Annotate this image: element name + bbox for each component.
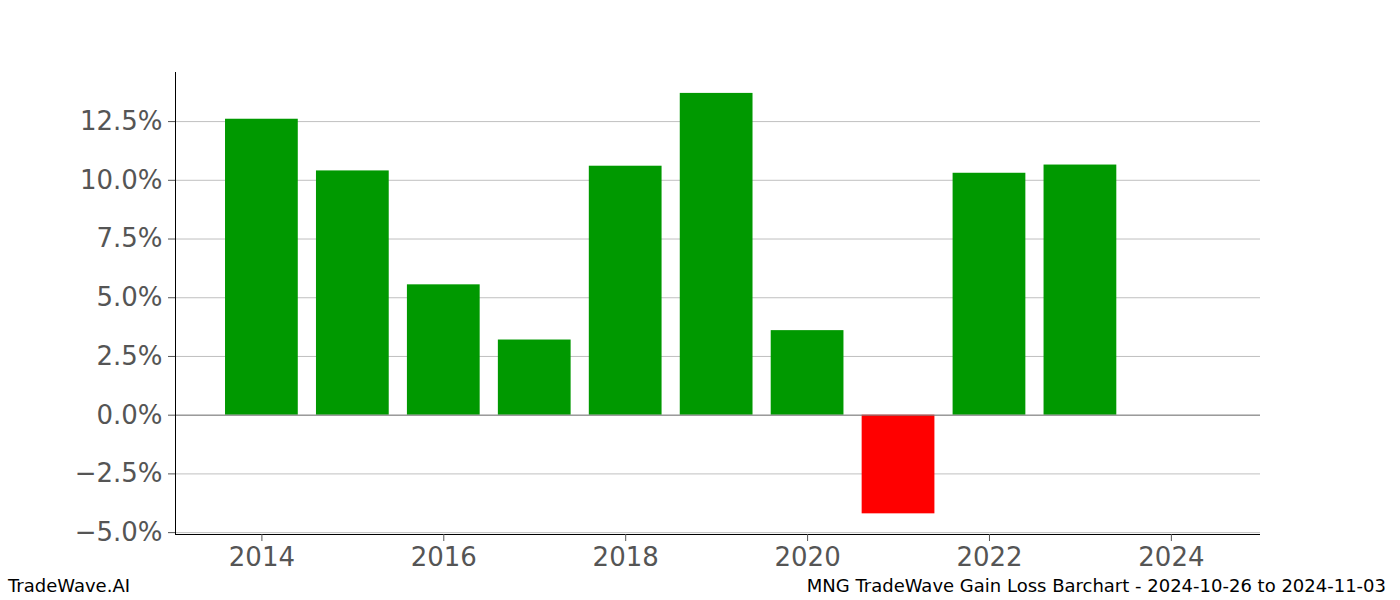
svg-text:2020: 2020 [774,542,840,572]
svg-text:−5.0%: −5.0% [75,517,163,547]
html-text:MNG TradeWave Gain Loss Barcha: MNG TradeWave Gain Loss Barchart - 2024-… [806,575,1386,596]
svg-text:10.0%: 10.0% [80,165,163,195]
svg-text:−2.5%: −2.5% [75,458,163,488]
svg-text:0.0%: 0.0% [96,400,162,430]
svg-text:7.5%: 7.5% [96,223,162,253]
svg-text:2014: 2014 [229,542,295,572]
svg-text:2018: 2018 [593,542,659,572]
svg-text:5.0%: 5.0% [96,282,162,312]
svg-text:2022: 2022 [956,542,1022,572]
svg-text:2016: 2016 [411,542,477,572]
svg-text:2024: 2024 [1138,542,1204,572]
html-text:TradeWave.AI: TradeWave.AI [8,575,130,596]
svg-text:2.5%: 2.5% [96,341,162,371]
svg-text:12.5%: 12.5% [80,106,163,136]
